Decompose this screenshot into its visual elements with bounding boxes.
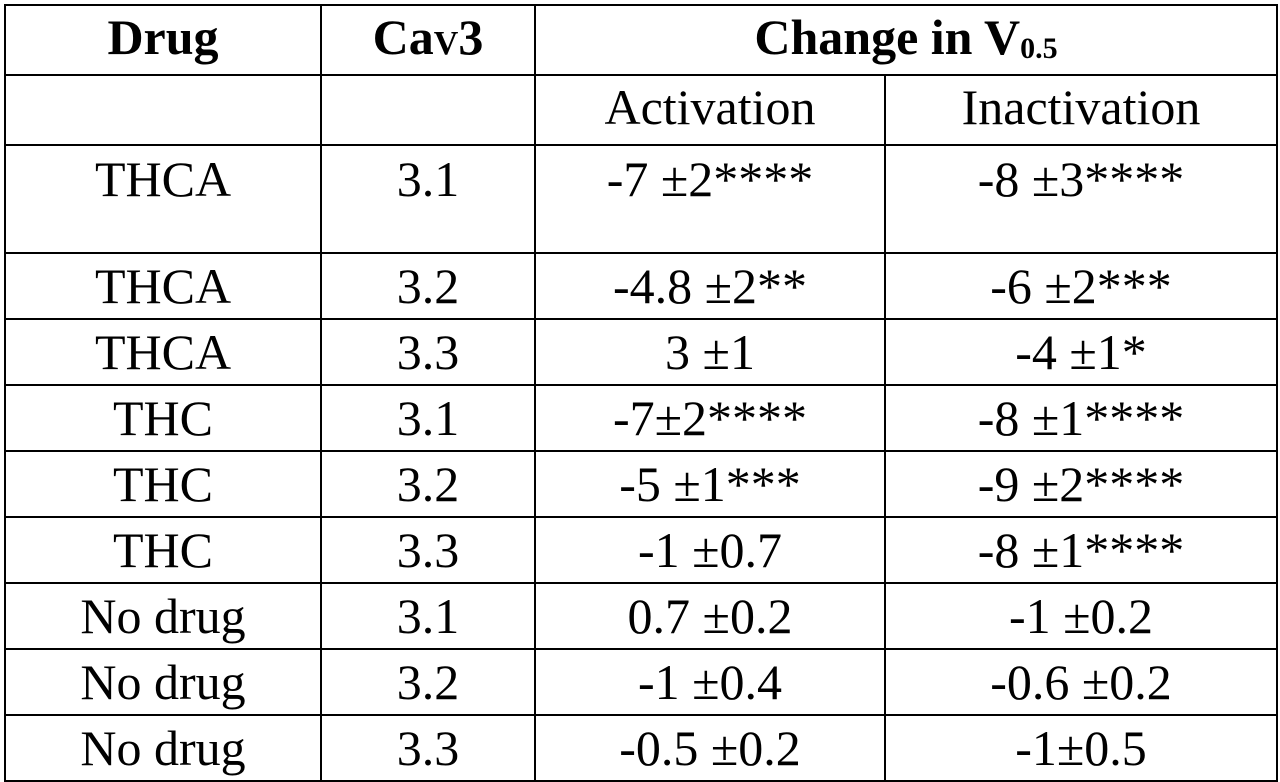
cell-inactivation: -8 ±1**** <box>883 516 1279 584</box>
cell-cav3: 3.3 <box>320 714 536 782</box>
cell-drug: THC <box>4 516 322 584</box>
cell-cav3: 3.3 <box>320 516 536 584</box>
table-row: THC 3.1 -7±2**** -8 ±1**** <box>4 384 1279 452</box>
cell-drug: THC <box>4 450 322 518</box>
cell-drug: THC <box>4 384 322 452</box>
subheader-row: Activation Inactivation <box>4 74 1279 146</box>
cell-cav3: 3.3 <box>320 318 536 386</box>
header-drug: Drug <box>4 4 322 76</box>
subheader-inactivation: Inactivation <box>883 74 1279 146</box>
subheader-empty-drug <box>4 74 322 146</box>
cell-inactivation: -6 ±2*** <box>883 252 1279 320</box>
cell-inactivation: -0.6 ±0.2 <box>883 648 1279 716</box>
cell-drug: No drug <box>4 582 322 650</box>
cell-cav3: 3.2 <box>320 648 536 716</box>
cell-cav3: 3.1 <box>320 144 536 254</box>
cell-inactivation: -8 ±1**** <box>883 384 1279 452</box>
table-row: No drug 3.3 -0.5 ±0.2 -1±0.5 <box>4 714 1279 782</box>
table-row: THCA 3.1 -7 ±2**** -8 ±3**** <box>4 144 1279 254</box>
cell-drug: THCA <box>4 144 322 254</box>
cell-cav3: 3.2 <box>320 450 536 518</box>
cell-drug: THCA <box>4 318 322 386</box>
table-row: No drug 3.1 0.7 ±0.2 -1 ±0.2 <box>4 582 1279 650</box>
table-row: THCA 3.2 -4.8 ±2** -6 ±2*** <box>4 252 1279 320</box>
cell-activation: -7±2**** <box>534 384 886 452</box>
cell-drug: THCA <box>4 252 322 320</box>
table-row: THC 3.2 -5 ±1*** -9 ±2**** <box>4 450 1279 518</box>
table-row: THC 3.3 -1 ±0.7 -8 ±1**** <box>4 516 1279 584</box>
data-table-container: Drug CaV3 Change in V0.5 Activation Inac… <box>4 4 1279 782</box>
subheader-empty-cav3 <box>320 74 536 146</box>
cell-activation: -0.5 ±0.2 <box>534 714 886 782</box>
cell-cav3: 3.2 <box>320 252 536 320</box>
cell-activation: -4.8 ±2** <box>534 252 886 320</box>
cell-inactivation: -4 ±1* <box>883 318 1279 386</box>
cell-cav3: 3.1 <box>320 384 536 452</box>
cell-activation: 0.7 ±0.2 <box>534 582 886 650</box>
header-change-in-v05: Change in V0.5 <box>533 4 1279 76</box>
cell-activation: -1 ±0.7 <box>534 516 886 584</box>
table-row: No drug 3.2 -1 ±0.4 -0.6 ±0.2 <box>4 648 1279 716</box>
header-cav3-tail: 3 <box>458 9 484 65</box>
cell-activation: -5 ±1*** <box>534 450 886 518</box>
table-row: THCA 3.3 3 ±1 -4 ±1* <box>4 318 1279 386</box>
subheader-activation: Activation <box>534 74 886 146</box>
cell-inactivation: -1±0.5 <box>883 714 1279 782</box>
cell-activation: -1 ±0.4 <box>534 648 886 716</box>
drug-effect-table: Drug CaV3 Change in V0.5 Activation Inac… <box>4 4 1279 782</box>
cell-cav3: 3.1 <box>320 582 536 650</box>
header-cav3-main: Ca <box>372 9 434 65</box>
cell-activation: 3 ±1 <box>534 318 886 386</box>
header-change-main: Change in V <box>754 9 1021 65</box>
cell-inactivation: -9 ±2**** <box>883 450 1279 518</box>
header-cav3-sub: V <box>433 25 459 62</box>
header-change-sub: 0.5 <box>1020 32 1058 65</box>
header-cav3: CaV3 <box>320 4 536 76</box>
cell-drug: No drug <box>4 714 322 782</box>
header-row: Drug CaV3 Change in V0.5 <box>4 4 1279 76</box>
cell-drug: No drug <box>4 648 322 716</box>
cell-activation: -7 ±2**** <box>534 144 886 254</box>
cell-inactivation: -1 ±0.2 <box>883 582 1279 650</box>
cell-inactivation: -8 ±3**** <box>883 144 1279 254</box>
